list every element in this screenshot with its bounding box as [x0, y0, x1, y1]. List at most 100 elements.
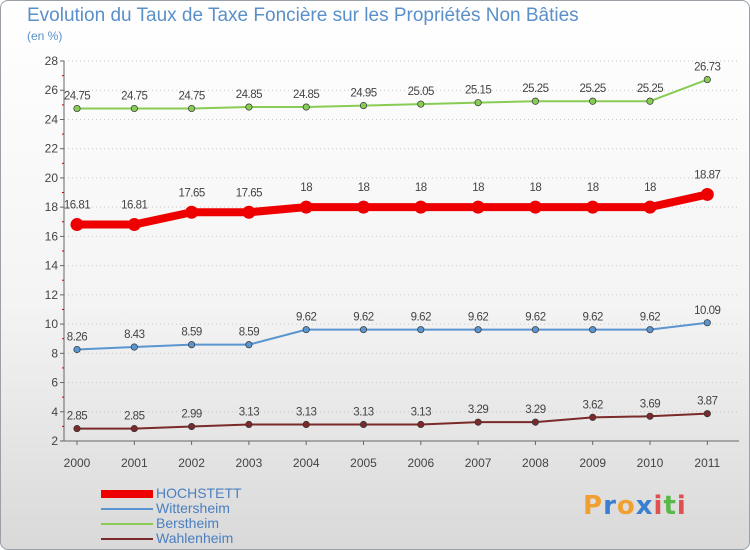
data-point	[73, 104, 81, 113]
logo-letter: r	[603, 491, 617, 521]
data-label: 25.25	[580, 83, 606, 95]
y-tick-label: 16	[45, 229, 59, 243]
legend-item: Berstheim	[101, 515, 301, 531]
y-tick-label: 12	[45, 288, 59, 302]
logo-letter: i	[653, 491, 664, 521]
data-point	[127, 218, 141, 232]
data-label: 25.15	[465, 85, 491, 97]
y-tick-label: 8	[51, 346, 58, 360]
data-label: 24.95	[350, 88, 376, 100]
data-label: 24.75	[178, 91, 204, 103]
data-point	[188, 422, 196, 431]
data-point	[589, 97, 597, 105]
data-label: 8.59	[239, 327, 259, 339]
data-label: 24.75	[121, 91, 147, 103]
data-label: 24.75	[64, 91, 90, 103]
data-point	[302, 326, 310, 334]
data-label: 25.05	[408, 86, 434, 98]
legend: HOCHSTETT Wittersheim Berstheim Wahlenheim	[101, 485, 301, 546]
legend-swatch	[101, 538, 153, 540]
data-label: 2.85	[67, 411, 87, 423]
data-label: 3.13	[296, 406, 316, 418]
data-point	[130, 343, 138, 351]
data-point	[245, 420, 253, 429]
data-point	[70, 218, 84, 232]
logo-letter: o	[616, 491, 636, 521]
data-point	[359, 102, 368, 110]
chart-subtitle: (en %)	[27, 29, 63, 43]
data-point	[73, 345, 81, 354]
data-point	[589, 413, 597, 421]
data-label: 3.13	[411, 406, 431, 418]
y-tick-label: 18	[45, 200, 59, 214]
data-point	[73, 425, 81, 433]
data-label: 9.62	[296, 312, 316, 324]
data-point	[700, 187, 714, 201]
y-tick-label: 24	[45, 112, 59, 126]
data-point	[589, 326, 597, 334]
data-point	[471, 200, 485, 214]
legend-item: Wahlenheim	[101, 530, 301, 546]
legend-swatch	[101, 490, 153, 498]
data-label: 24.85	[293, 89, 319, 101]
data-label: 26.73	[694, 62, 720, 74]
series-line-hochstett	[73, 190, 712, 229]
data-label: 18	[530, 182, 542, 194]
x-tick-label: 2000	[64, 456, 91, 470]
data-label: 18	[415, 182, 427, 194]
y-tick-label: 22	[45, 142, 59, 156]
data-point	[185, 205, 199, 219]
data-label: 24.85	[236, 89, 262, 101]
data-point	[417, 326, 425, 334]
legend-label: HOCHSTETT	[156, 485, 242, 501]
x-tick-label: 2006	[407, 456, 434, 470]
data-label: 9.62	[468, 312, 488, 324]
data-label: 3.13	[353, 406, 373, 418]
data-point	[242, 205, 256, 219]
data-point	[302, 420, 310, 429]
data-point	[359, 326, 368, 334]
legend-item: Wittersheim	[101, 500, 301, 516]
data-label: 25.25	[637, 83, 663, 95]
data-label: 8.26	[67, 332, 87, 344]
data-label: 9.62	[583, 312, 603, 324]
data-point	[130, 425, 138, 433]
x-tick-label: 2007	[465, 456, 492, 470]
data-point	[188, 341, 196, 349]
series-line-wahlenheim	[76, 412, 709, 430]
series-line-wittersheim	[76, 321, 709, 351]
data-label: 18	[358, 182, 370, 194]
y-tick-label: 28	[45, 54, 59, 68]
data-label: 3.29	[525, 404, 545, 416]
data-point	[474, 418, 482, 426]
data-label: 18	[472, 182, 484, 194]
logo-letter: P	[583, 491, 604, 521]
x-tick-label: 2002	[178, 456, 205, 470]
data-label: 18.87	[694, 169, 720, 181]
data-label: 9.62	[353, 312, 373, 324]
data-label: 18	[644, 182, 656, 194]
chart-title: Evolution du Taux de Taxe Foncière sur l…	[27, 5, 579, 26]
legend-label: Wahlenheim	[156, 530, 234, 546]
data-point	[245, 341, 253, 349]
data-label: 3.13	[239, 406, 259, 418]
data-point	[531, 418, 539, 426]
y-tick-label: 6	[51, 376, 58, 390]
legend-label: Wittersheim	[156, 500, 230, 516]
data-label: 17.65	[236, 187, 262, 199]
x-tick-label: 2010	[637, 456, 664, 470]
data-point	[531, 326, 539, 334]
data-label: 17.65	[178, 187, 204, 199]
proxiti-logo: Proxiti	[583, 491, 687, 521]
logo-letter: i	[676, 491, 687, 521]
data-point	[299, 200, 313, 214]
data-point	[130, 104, 138, 113]
y-tick-label: 10	[45, 317, 59, 331]
y-tick-label: 20	[45, 171, 59, 185]
data-point	[703, 319, 711, 327]
data-label: 16.81	[64, 200, 90, 212]
x-tick-label: 2009	[579, 456, 606, 470]
data-label: 3.29	[468, 404, 488, 416]
data-point	[417, 100, 425, 108]
